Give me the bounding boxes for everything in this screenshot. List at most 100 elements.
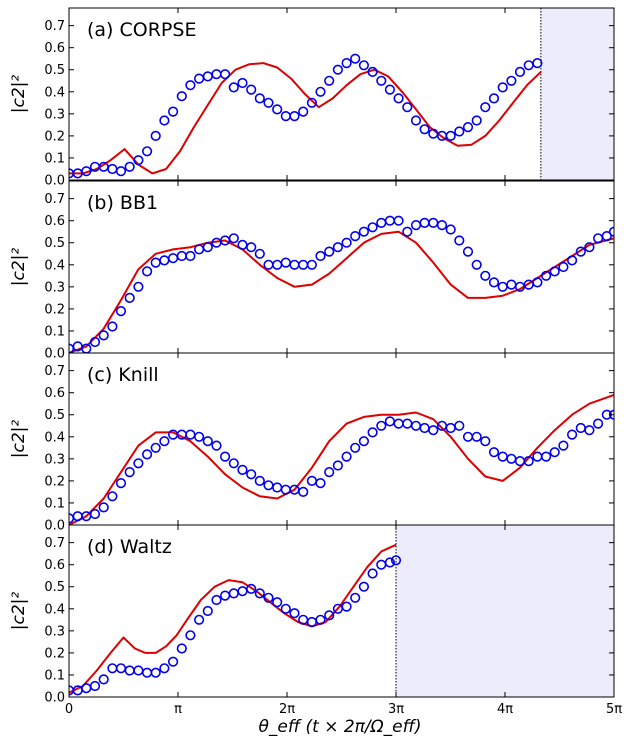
data-point (124, 665, 135, 676)
data-point (497, 281, 508, 292)
theory-line (69, 393, 614, 525)
data-point (272, 104, 283, 115)
data-point (237, 464, 248, 476)
data-point (419, 422, 430, 434)
data-point (592, 233, 604, 244)
data-point (350, 53, 361, 64)
data-point (332, 460, 344, 471)
y-tick-label: 0.6 (44, 558, 65, 573)
data-point (332, 242, 344, 253)
data-point (280, 603, 291, 614)
y-tick-label: 0.7 (44, 536, 65, 551)
y-tick-label: 0.2 (44, 474, 65, 489)
data-point (298, 259, 309, 270)
y-axis-title: |c2|² (9, 420, 29, 459)
data-point (480, 102, 491, 113)
data-point (532, 57, 543, 69)
y-axis-title: |c2|² (9, 248, 29, 287)
x-tick-label: 5π (606, 702, 622, 717)
y-tick-label: 0.1 (44, 496, 65, 511)
data-point (107, 163, 118, 175)
data-point (350, 231, 361, 242)
panel-label: (d) Waltz (87, 536, 172, 558)
data-point (124, 467, 135, 478)
data-point (428, 217, 439, 228)
data-point (142, 146, 153, 157)
data-point (254, 248, 265, 259)
data-point (194, 614, 205, 625)
data-point (89, 508, 101, 520)
data-point (228, 458, 239, 469)
data-point (185, 250, 196, 262)
data-point (89, 680, 101, 692)
data-point (150, 257, 161, 268)
data-point (471, 115, 482, 126)
y-tick-label: 0.0 (44, 691, 65, 706)
data-point (133, 281, 144, 292)
data-point (514, 66, 526, 77)
data-point (558, 440, 569, 451)
data-point (376, 217, 387, 228)
data-point (584, 242, 595, 253)
data-point (506, 75, 517, 86)
data-point (228, 233, 239, 244)
data-point (497, 451, 508, 462)
data-point (220, 69, 231, 80)
data-point (150, 130, 161, 141)
data-point (115, 166, 127, 177)
data-point (202, 71, 213, 82)
data-point (566, 429, 578, 440)
y-tick-label: 0.6 (44, 214, 65, 229)
data-point (454, 420, 465, 431)
y-tick-label: 0.1 (44, 668, 65, 683)
data-point (506, 279, 517, 290)
data-point (81, 166, 92, 177)
data-point (98, 674, 109, 685)
y-tick-label: 0.0 (44, 174, 65, 189)
data-point (341, 601, 352, 612)
data-point (89, 336, 101, 348)
data-point (280, 257, 291, 268)
shaded-region (540, 8, 614, 180)
data-point (350, 442, 361, 453)
data-point (211, 594, 222, 606)
data-point (376, 559, 387, 570)
data-point (168, 656, 179, 667)
data-point (462, 431, 474, 442)
x-tick-label: 4π (497, 702, 513, 717)
data-point (480, 270, 491, 281)
data-point (133, 155, 144, 166)
data-point (220, 451, 231, 462)
data-point (176, 643, 187, 654)
data-point (454, 126, 465, 137)
data-point (202, 242, 213, 253)
y-tick-label: 0.7 (44, 19, 65, 34)
data-point (306, 97, 318, 108)
y-tick-label: 0.1 (44, 151, 65, 166)
y-tick-label: 0.3 (44, 624, 65, 639)
data-point (384, 557, 396, 568)
data-point (115, 663, 127, 674)
y-tick-label: 0.2 (44, 129, 65, 144)
data-point (72, 511, 83, 522)
data-point (471, 431, 482, 442)
data-point (575, 422, 586, 434)
data-point (280, 484, 291, 495)
axes-frame (68, 7, 615, 181)
data-point (402, 226, 413, 237)
data-point (358, 60, 370, 71)
data-point (558, 261, 569, 273)
x-tick-label: 0 (65, 702, 73, 717)
data-point (150, 667, 161, 678)
y-tick-label: 0.5 (44, 63, 65, 78)
data-point (497, 82, 508, 93)
y-tick-label: 0.4 (44, 85, 65, 100)
panel-label: (c) Knill (87, 364, 159, 386)
data-point (445, 130, 456, 141)
data-point (523, 60, 534, 71)
y-tick-label: 0.5 (44, 236, 65, 251)
data-point (142, 449, 153, 460)
y-tick-label: 0.5 (44, 580, 65, 595)
y-tick-label: 0.2 (44, 646, 65, 661)
data-point (124, 292, 135, 304)
